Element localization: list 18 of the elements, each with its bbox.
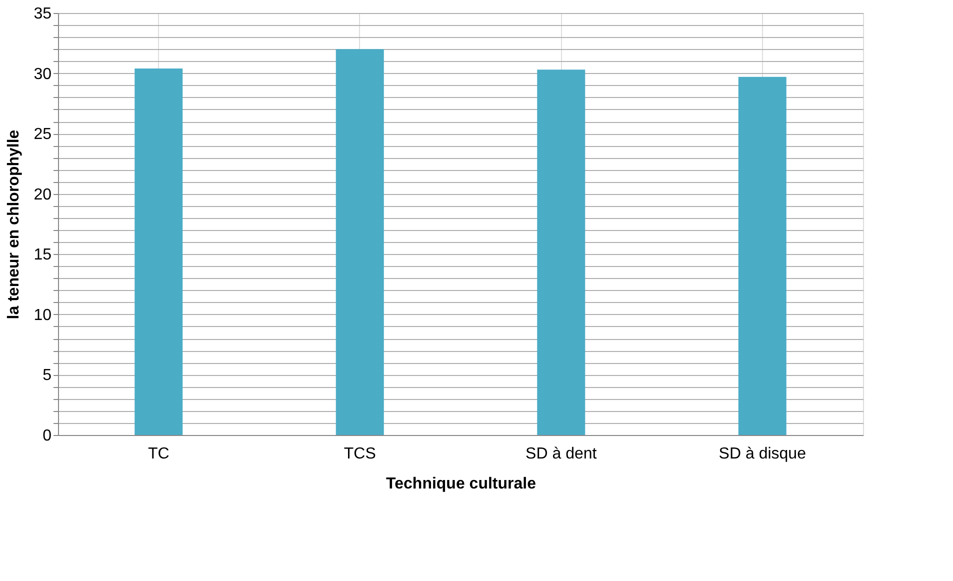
- x-tick-label: TC: [148, 446, 170, 462]
- bar: [537, 70, 586, 435]
- bar: [738, 76, 786, 435]
- x-axis-title: Technique culturale: [386, 476, 536, 492]
- y-axis-title: la teneur en chlorophylle: [6, 130, 23, 320]
- y-tick-label: 35: [34, 6, 52, 22]
- bar: [134, 68, 183, 435]
- y-tick-label: 5: [42, 367, 52, 384]
- bar: [336, 49, 384, 435]
- x-tick-label: SD à disque: [718, 446, 806, 462]
- x-tick-label: TCS: [344, 446, 376, 462]
- y-tick-label: 10: [34, 306, 52, 324]
- y-tick-label: 30: [34, 66, 52, 83]
- y-tick-label: 15: [34, 246, 52, 264]
- y-tick-label: 25: [34, 126, 52, 144]
- y-tick-label: 20: [34, 186, 52, 204]
- x-tick-label: SD à dent: [526, 446, 598, 462]
- y-tick-label: 0: [42, 428, 52, 444]
